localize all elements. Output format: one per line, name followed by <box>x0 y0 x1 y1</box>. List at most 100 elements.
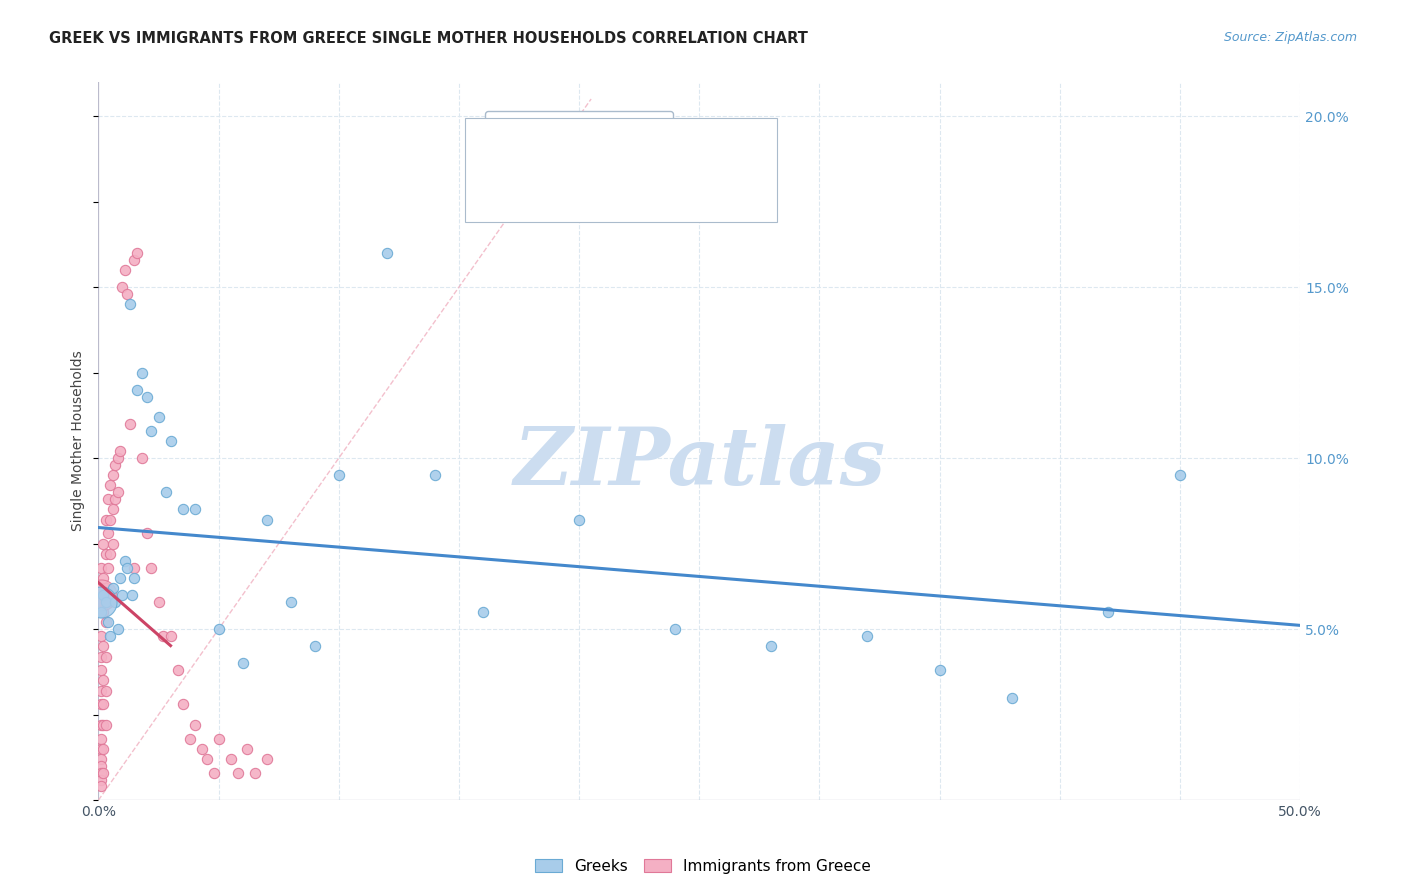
Legend: R = 0.548   N = 41, R = 0.425   N = 73: R = 0.548 N = 41, R = 0.425 N = 73 <box>485 112 673 170</box>
Point <box>183 718 205 732</box>
Point <box>97 615 120 630</box>
Point <box>94 513 117 527</box>
Point <box>472 605 495 619</box>
Point <box>236 742 259 756</box>
Point <box>118 297 141 311</box>
Point <box>124 571 146 585</box>
Point <box>91 536 114 550</box>
Point <box>101 581 124 595</box>
Point <box>104 458 127 472</box>
Point <box>90 731 112 746</box>
Point <box>256 752 278 766</box>
Point <box>107 485 129 500</box>
Point <box>94 615 117 630</box>
Point <box>101 502 124 516</box>
Point <box>90 742 112 756</box>
Point <box>172 698 194 712</box>
Point <box>125 246 148 260</box>
Point <box>90 560 112 574</box>
Point <box>664 622 686 636</box>
Point <box>91 588 114 602</box>
Point <box>148 595 170 609</box>
Point <box>1097 605 1119 619</box>
Y-axis label: Single Mother Households: Single Mother Households <box>72 351 86 532</box>
Point <box>159 629 181 643</box>
Point <box>166 663 188 677</box>
Point <box>207 731 229 746</box>
Point <box>94 547 117 561</box>
Point <box>108 444 131 458</box>
Point <box>111 280 134 294</box>
Point <box>97 560 120 574</box>
Text: GREEK VS IMMIGRANTS FROM GREECE SINGLE MOTHER HOUSEHOLDS CORRELATION CHART: GREEK VS IMMIGRANTS FROM GREECE SINGLE M… <box>49 31 808 46</box>
Point <box>1001 690 1024 705</box>
Point <box>243 765 266 780</box>
Point <box>90 772 112 787</box>
Point <box>568 513 591 527</box>
Point <box>856 629 879 643</box>
Point <box>183 502 205 516</box>
Point <box>90 683 112 698</box>
Point <box>114 554 136 568</box>
Point <box>90 752 112 766</box>
Point <box>90 649 112 664</box>
Point <box>117 560 139 574</box>
Point <box>90 765 112 780</box>
Point <box>159 434 181 448</box>
Point <box>111 588 134 602</box>
Point <box>91 639 114 653</box>
Point <box>94 718 117 732</box>
Point <box>104 492 127 507</box>
Point <box>375 246 398 260</box>
Point <box>90 595 112 609</box>
Text: Source: ZipAtlas.com: Source: ZipAtlas.com <box>1223 31 1357 45</box>
Text: ZIPatlas: ZIPatlas <box>513 424 886 501</box>
Point <box>152 629 174 643</box>
Point <box>101 468 124 483</box>
Point <box>191 742 214 756</box>
Point <box>232 657 254 671</box>
Point <box>124 560 146 574</box>
Point <box>100 513 122 527</box>
Point <box>100 547 122 561</box>
Point <box>91 718 114 732</box>
Point <box>114 263 136 277</box>
Point <box>97 526 120 541</box>
Legend: Greeks, Immigrants from Greece: Greeks, Immigrants from Greece <box>529 853 877 880</box>
Point <box>94 649 117 664</box>
Point <box>107 451 129 466</box>
Point <box>90 595 112 609</box>
Point <box>131 366 153 380</box>
Point <box>117 287 139 301</box>
Point <box>91 742 114 756</box>
Point <box>328 468 350 483</box>
Point <box>207 622 229 636</box>
Point <box>172 502 194 516</box>
Point <box>94 595 117 609</box>
Point <box>1168 468 1191 483</box>
Point <box>104 595 127 609</box>
Point <box>195 752 218 766</box>
Point <box>148 410 170 425</box>
Point <box>256 513 278 527</box>
Point <box>124 252 146 267</box>
Point <box>90 605 112 619</box>
Point <box>91 765 114 780</box>
Point <box>928 663 950 677</box>
Point <box>135 390 157 404</box>
Point <box>90 759 112 773</box>
Point <box>90 629 112 643</box>
Point <box>108 571 131 585</box>
Point <box>423 468 446 483</box>
Point <box>125 383 148 397</box>
Point <box>118 417 141 431</box>
Point <box>97 492 120 507</box>
Point <box>91 698 114 712</box>
Point <box>280 595 302 609</box>
Point <box>100 629 122 643</box>
Point <box>94 581 117 595</box>
Point <box>101 536 124 550</box>
Point <box>90 780 112 794</box>
Point <box>202 765 225 780</box>
Point <box>91 673 114 688</box>
